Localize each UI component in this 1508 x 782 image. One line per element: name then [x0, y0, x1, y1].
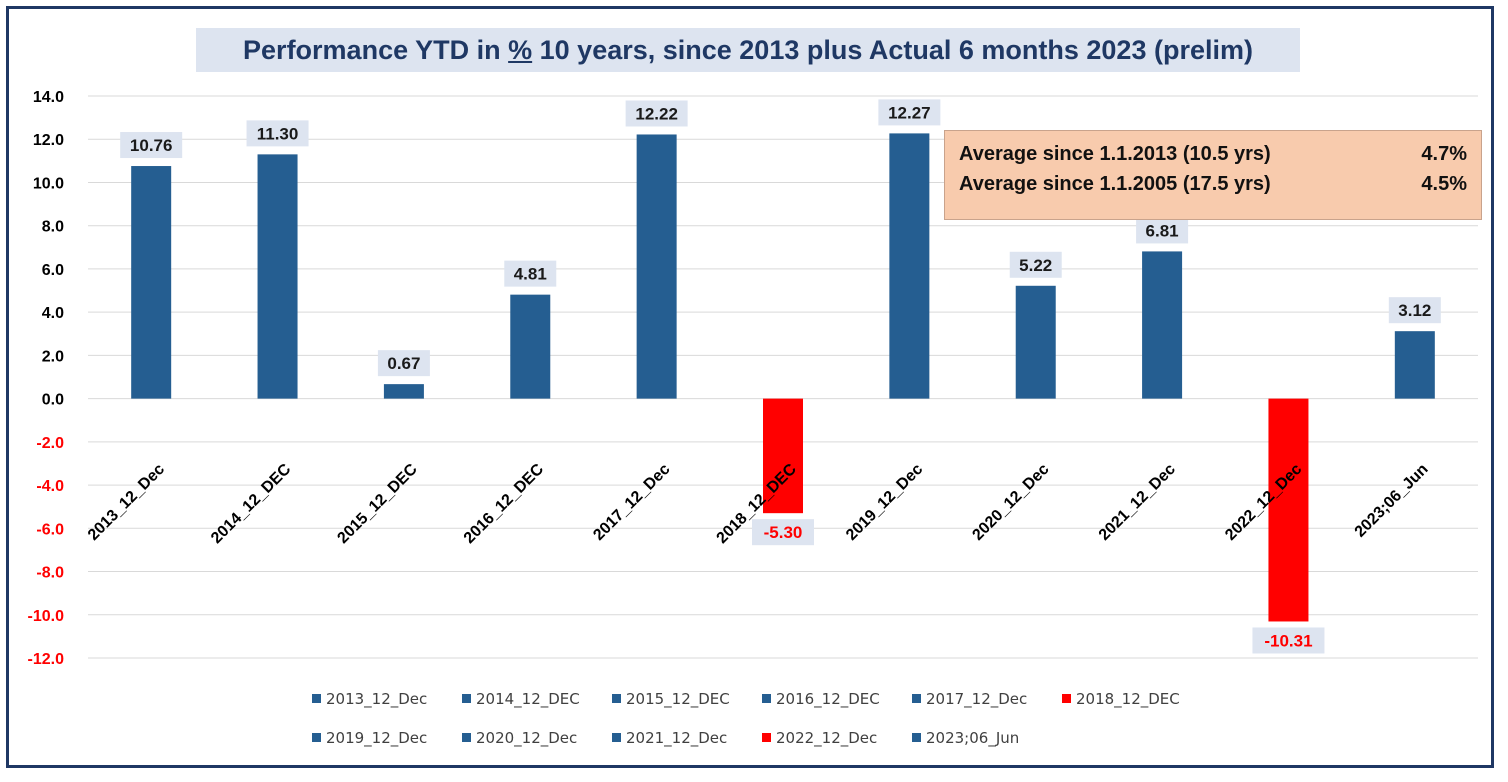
bar	[1268, 399, 1308, 622]
legend-label: 2023;06_Jun	[926, 729, 1019, 747]
data-label: 6.81	[1146, 221, 1179, 240]
y-tick-label: 6.0	[42, 262, 64, 279]
y-tick-label: -12.0	[28, 651, 65, 668]
x-tick-label: 2016_12_DEC	[461, 460, 548, 547]
data-label: 10.76	[130, 136, 173, 155]
legend-swatch	[312, 694, 321, 703]
legend-swatch	[312, 733, 321, 742]
y-tick-label: -4.0	[36, 478, 64, 495]
x-tick-label: 2021_12_Dec	[1096, 461, 1179, 544]
y-tick-label: -8.0	[36, 565, 64, 582]
y-tick-label: 12.0	[33, 132, 64, 149]
average-label: Average since 1.1.2013 (10.5 yrs)	[959, 143, 1271, 166]
data-label: 4.81	[514, 265, 547, 284]
legend-swatch	[762, 733, 771, 742]
average-row-2013: Average since 1.1.2013 (10.5 yrs) 4.7%	[959, 143, 1467, 173]
legend-label: 2020_12_Dec	[476, 729, 577, 747]
legend-label: 2021_12_Dec	[626, 729, 727, 747]
y-tick-label: -6.0	[36, 521, 64, 538]
legend-item: 2023;06_Jun	[912, 729, 1019, 747]
legend-swatch	[612, 733, 621, 742]
legend-item: 2014_12_DEC	[462, 690, 580, 708]
legend-item: 2022_12_Dec	[762, 729, 877, 747]
legend-swatch	[612, 694, 621, 703]
average-value: 4.7%	[1421, 143, 1467, 166]
legend-item: 2016_12_DEC	[762, 690, 880, 708]
bar-chart: 14.0 12.0 10.0 8.0 6.0 4.0 2.0 0.0 -2.0 -4.0 -6.0 -…	[0, 0, 1508, 782]
y-tick-label: 14.0	[33, 89, 64, 106]
y-tick-label: 4.0	[42, 305, 64, 322]
x-tick-label: 2014_12_DEC	[208, 460, 295, 547]
legend-label: 2013_12_Dec	[326, 690, 427, 708]
bar	[1016, 286, 1056, 399]
bar	[258, 154, 298, 398]
x-tick-label: 2020_12_Dec	[969, 461, 1052, 544]
legend-label: 2018_12_DEC	[1076, 690, 1180, 708]
data-label: -5.30	[764, 523, 803, 542]
legend-label: 2017_12_Dec	[926, 690, 1027, 708]
legend-swatch	[912, 733, 921, 742]
legend-swatch	[912, 694, 921, 703]
x-tick-label: 2017_12_Dec	[590, 461, 673, 544]
average-box: Average since 1.1.2013 (10.5 yrs) 4.7% A…	[944, 130, 1482, 220]
y-tick-label: 10.0	[33, 175, 64, 192]
data-label: 12.27	[888, 103, 931, 122]
bar	[1142, 251, 1182, 398]
y-tick-label: -2.0	[36, 435, 64, 452]
bar	[1395, 331, 1435, 398]
legend-swatch	[462, 733, 471, 742]
data-label: -10.31	[1264, 631, 1312, 650]
x-tick-label: 2013_12_Dec	[85, 461, 168, 544]
legend-label: 2016_12_DEC	[776, 690, 880, 708]
legend-label: 2015_12_DEC	[626, 690, 730, 708]
average-value: 4.5%	[1421, 173, 1467, 196]
bar	[637, 134, 677, 398]
x-tick-label: 2015_12_DEC	[334, 460, 421, 547]
legend-swatch	[462, 694, 471, 703]
bar	[510, 295, 550, 399]
legend-label: 2022_12_Dec	[776, 729, 877, 747]
data-label: 11.30	[257, 124, 299, 143]
data-label: 5.22	[1019, 256, 1052, 275]
y-tick-label: 0.0	[42, 392, 64, 409]
legend-item: 2019_12_Dec	[312, 729, 427, 747]
average-label: Average since 1.1.2005 (17.5 yrs)	[959, 173, 1271, 196]
data-label: 0.67	[387, 354, 420, 373]
bar	[131, 166, 171, 399]
legend-item: 2015_12_DEC	[612, 690, 730, 708]
bar	[889, 133, 929, 398]
y-tick-label: 2.0	[42, 348, 64, 365]
legend-item: 2017_12_Dec	[912, 690, 1027, 708]
legend-label: 2019_12_Dec	[326, 729, 427, 747]
average-row-2005: Average since 1.1.2005 (17.5 yrs) 4.5%	[959, 173, 1467, 203]
legend-item: 2020_12_Dec	[462, 729, 577, 747]
data-label: 3.12	[1398, 301, 1431, 320]
legend-swatch	[1062, 694, 1071, 703]
legend-swatch	[762, 694, 771, 703]
legend-item: 2013_12_Dec	[312, 690, 427, 708]
bar	[384, 384, 424, 398]
legend-label: 2014_12_DEC	[476, 690, 580, 708]
legend-item: 2018_12_DEC	[1062, 690, 1180, 708]
y-tick-label: 8.0	[42, 219, 64, 236]
y-tick-label: -10.0	[28, 608, 65, 625]
data-label: 12.22	[635, 104, 678, 123]
x-tick-label: 2019_12_Dec	[843, 461, 926, 544]
legend-item: 2021_12_Dec	[612, 729, 727, 747]
